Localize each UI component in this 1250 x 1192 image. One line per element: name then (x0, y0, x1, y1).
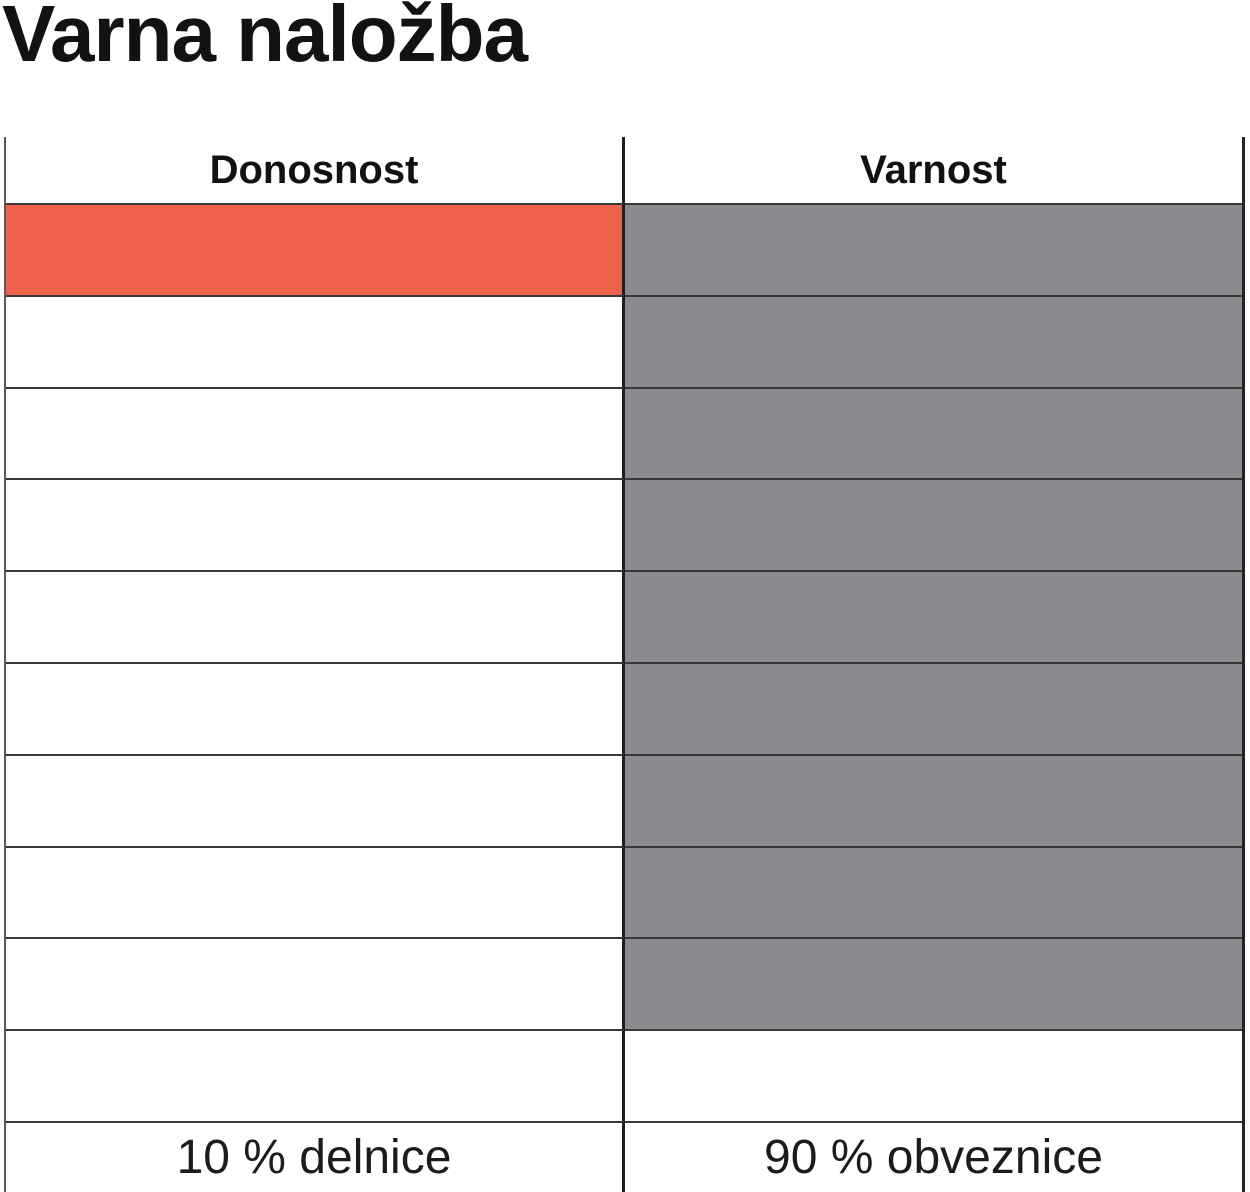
segment-donosnost-row-8 (6, 845, 625, 938)
segment-donosnost-row-4 (6, 478, 625, 571)
footer-label-delnice: 10 % delnice (6, 1120, 625, 1192)
segment-varnost-row-9 (625, 937, 1242, 1030)
segment-donosnost-row-2 (6, 294, 625, 387)
segment-donosnost-row-10 (6, 1029, 625, 1121)
segment-donosnost-row-9 (6, 937, 625, 1030)
column-header-varnost: Varnost (625, 137, 1242, 203)
segment-varnost-row-8 (625, 845, 1242, 938)
segment-donosnost-row-3 (6, 386, 625, 479)
segment-donosnost-row-1 (6, 203, 625, 295)
footer-label-obveznice: 90 % obveznice (625, 1120, 1242, 1192)
segment-varnost-row-1 (625, 203, 1242, 295)
segment-varnost-row-5 (625, 570, 1242, 662)
segment-donosnost-row-5 (6, 570, 625, 662)
segment-donosnost-row-7 (6, 753, 625, 846)
segment-varnost-row-6 (625, 661, 1242, 754)
segment-varnost-row-10 (625, 1029, 1242, 1121)
segment-varnost-row-4 (625, 478, 1242, 571)
segment-donosnost-row-6 (6, 661, 625, 754)
segment-varnost-row-7 (625, 753, 1242, 846)
allocation-chart-table: Donosnost Varnost 10 % delnice 90 % obve… (4, 137, 1245, 1192)
column-header-donosnost: Donosnost (6, 137, 625, 203)
page-title: Varna naložba (2, 0, 528, 78)
segment-varnost-row-3 (625, 386, 1242, 479)
segment-varnost-row-2 (625, 294, 1242, 387)
